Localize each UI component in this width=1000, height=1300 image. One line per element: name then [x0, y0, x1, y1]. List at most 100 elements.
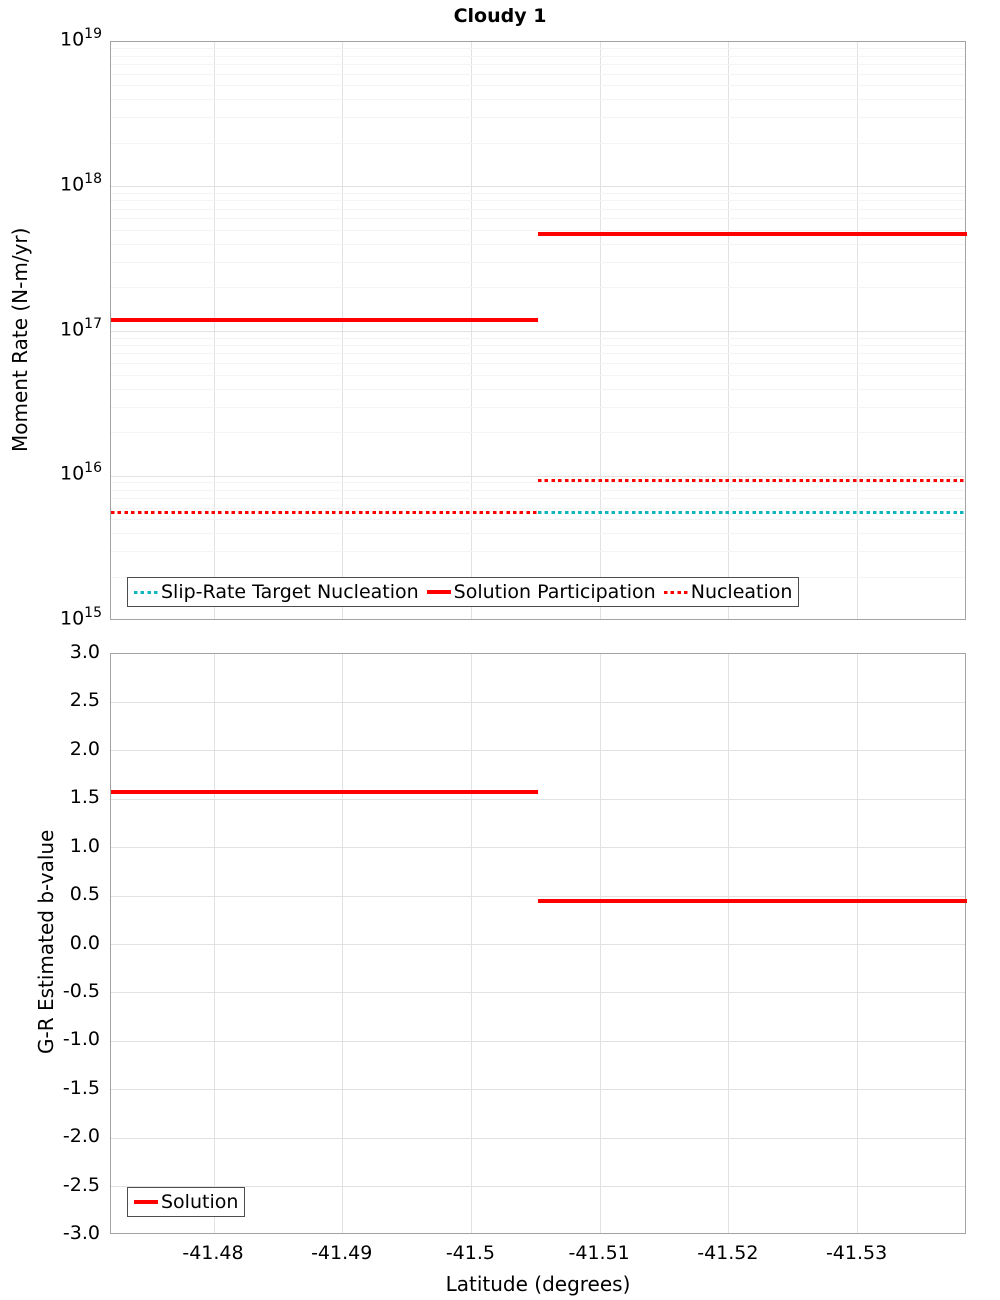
gridline	[470, 42, 472, 619]
legend-label: Nucleation	[690, 581, 793, 603]
legend-item: Solution	[134, 1191, 238, 1213]
x-tick-label: -41.49	[311, 1242, 373, 1264]
minor-gridline	[111, 388, 965, 390]
gridline	[213, 654, 215, 1233]
y-tick-label: -2.5	[62, 1173, 100, 1196]
minor-gridline	[111, 48, 965, 50]
gridline	[728, 42, 730, 619]
gridline	[599, 42, 601, 619]
gridline	[111, 701, 965, 703]
gridline	[111, 992, 965, 994]
b-value-plot: Solution	[110, 653, 967, 1234]
minor-gridline	[111, 287, 965, 289]
y-tick-label: 1.0	[69, 834, 100, 857]
chart-title: Cloudy 1	[453, 5, 547, 27]
y-tick-label: 0.5	[69, 883, 100, 906]
x-tick-label: -41.5	[445, 1242, 495, 1264]
y-tick-label: 3.0	[69, 641, 100, 663]
y-tick-label: 2.0	[69, 737, 100, 760]
gridline	[111, 186, 965, 188]
gridline	[111, 798, 965, 800]
legend-line-sample	[426, 590, 451, 594]
minor-gridline	[111, 208, 965, 210]
gridline	[111, 944, 965, 945]
gridline	[111, 895, 965, 897]
minor-gridline	[111, 261, 965, 263]
legend-item: Slip-Rate Target Nucleation	[134, 581, 419, 603]
y-tick-label: 1.5	[69, 786, 100, 809]
minor-gridline	[111, 229, 965, 231]
minor-gridline	[111, 142, 965, 144]
minor-gridline	[111, 482, 965, 484]
legend-label: Slip-Rate Target Nucleation	[161, 581, 419, 603]
y-tick-label: -1.0	[62, 1028, 100, 1051]
minor-gridline	[111, 200, 965, 202]
minor-gridline	[111, 406, 965, 408]
minor-gridline	[111, 353, 965, 355]
gridline	[111, 847, 965, 849]
y-tick-label: -2.0	[62, 1125, 100, 1148]
y-tick-label: 1018	[59, 170, 102, 196]
minor-gridline	[111, 192, 965, 194]
minor-gridline	[111, 218, 965, 220]
solution-line	[538, 898, 967, 903]
solution-line	[111, 789, 539, 794]
minor-gridline	[111, 85, 965, 87]
gridline	[213, 42, 215, 619]
gridline	[857, 654, 859, 1233]
y-tick-label: 1019	[59, 26, 102, 51]
minor-gridline	[111, 337, 965, 339]
x-tick-label: -41.48	[182, 1242, 244, 1264]
y-tick-label: 1015	[59, 605, 102, 630]
minor-gridline	[111, 498, 965, 500]
minor-gridline	[111, 55, 965, 57]
minor-gridline	[111, 99, 965, 101]
gridline	[111, 475, 965, 477]
y-tick-label: 1017	[59, 315, 102, 340]
legend-line-sample	[134, 1200, 158, 1204]
solution-participation-line	[111, 318, 539, 322]
minor-gridline	[111, 345, 965, 346]
minor-gridline	[111, 551, 965, 553]
legend-line-sample	[663, 590, 688, 594]
gridline	[857, 42, 859, 619]
y-tick-label: -0.5	[62, 979, 100, 1002]
nucleation-line	[111, 511, 539, 515]
minor-gridline	[111, 73, 965, 75]
minor-gridline	[111, 363, 965, 365]
nucleation-line	[538, 479, 967, 483]
gridline	[342, 42, 344, 619]
slip-rate-target-nucleation-line	[538, 511, 967, 515]
gridline	[728, 654, 730, 1233]
x-tick-label: -41.53	[825, 1242, 888, 1264]
legend-item: Solution Participation	[426, 581, 656, 603]
minor-gridline	[111, 519, 965, 521]
x-tick-label: -41.52	[697, 1242, 759, 1264]
legend-label: Solution	[161, 1191, 239, 1213]
y-tick-label: 0.0	[69, 931, 100, 954]
legend: Solution	[127, 1187, 246, 1217]
moment-rate-plot: Slip-Rate Target Nucleation Solution Part…	[110, 41, 967, 620]
x-tick-label: -41.51	[568, 1242, 630, 1264]
gridline	[342, 654, 344, 1233]
gridline	[111, 1137, 965, 1139]
minor-gridline	[111, 374, 965, 376]
gridline	[111, 331, 965, 332]
latitude-axis-label: Latitude (degrees)	[445, 1272, 631, 1296]
y-tick-label: 1016	[59, 460, 102, 485]
y-tick-label: 2.5	[69, 689, 100, 712]
y-tick-label: -3.0	[62, 1222, 100, 1244]
gridline	[111, 1186, 965, 1188]
minor-gridline	[111, 117, 965, 119]
minor-gridline	[111, 507, 965, 509]
gridline	[111, 750, 965, 752]
gridline	[470, 654, 472, 1233]
minor-gridline	[111, 243, 965, 245]
gridline	[111, 1089, 965, 1091]
minor-gridline	[111, 533, 965, 535]
minor-gridline	[111, 432, 965, 434]
legend-line-sample	[134, 590, 158, 594]
legend: Slip-Rate Target Nucleation Solution Part…	[127, 577, 800, 607]
gridline	[599, 654, 601, 1233]
